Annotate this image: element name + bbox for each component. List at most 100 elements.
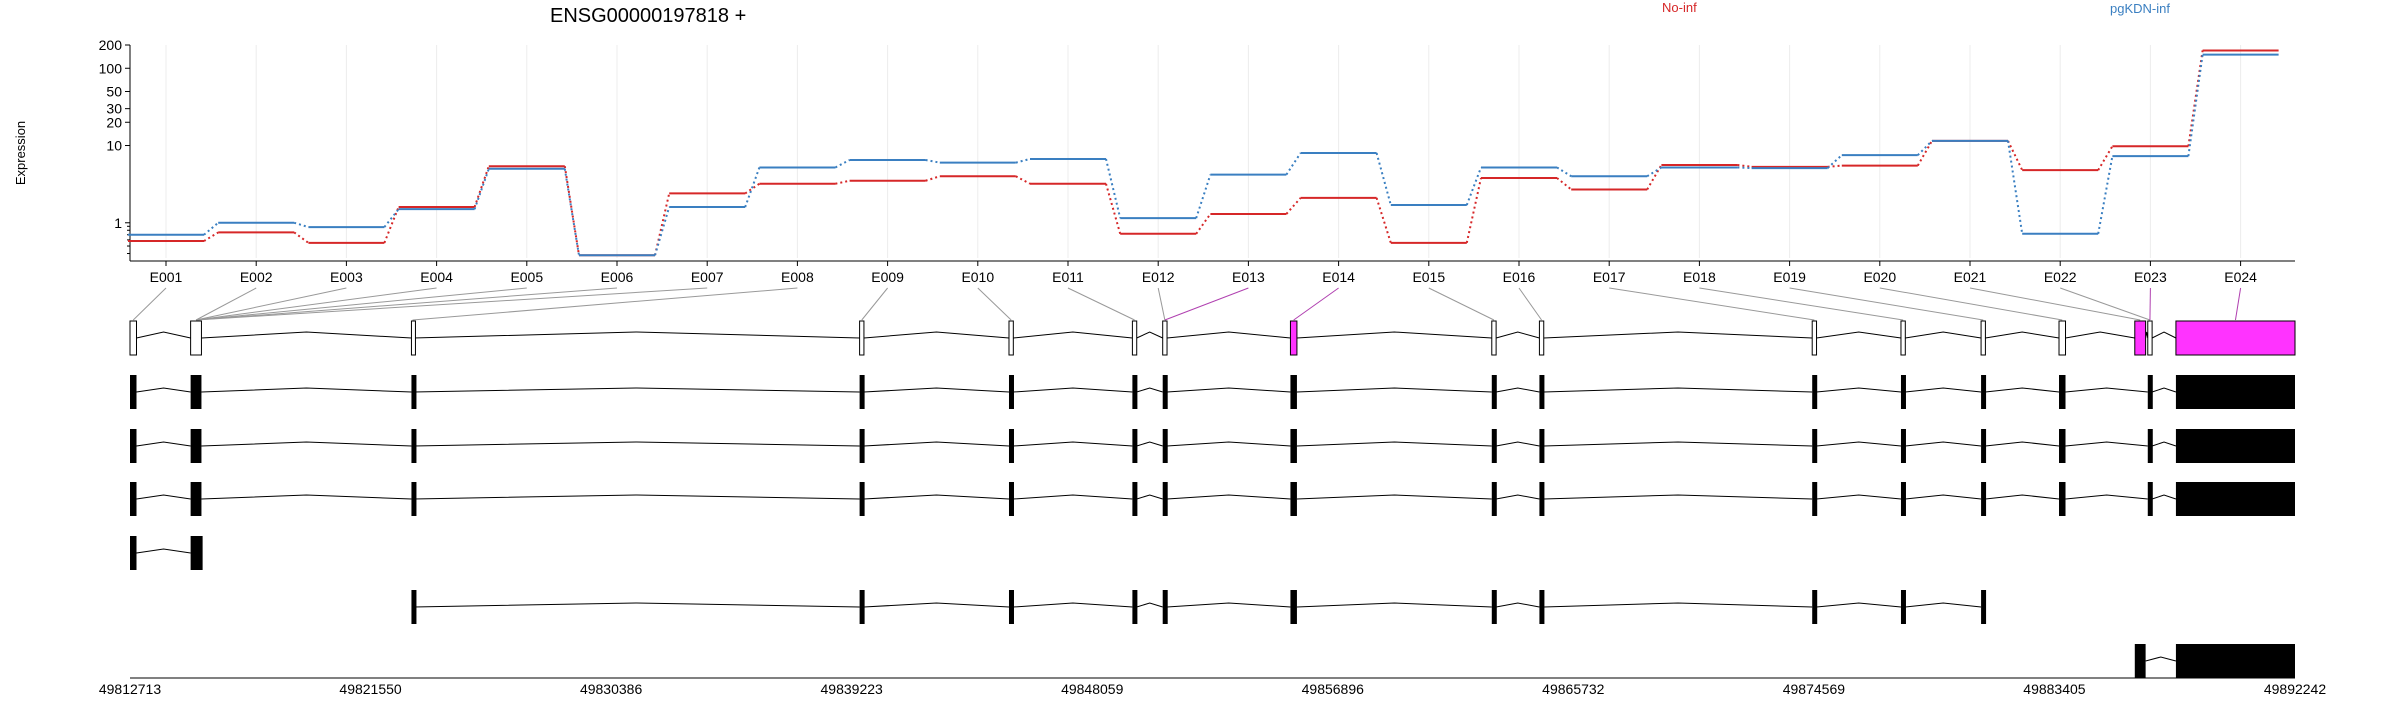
- x-tick-label-E004: E004: [420, 269, 453, 285]
- intron-line: [136, 442, 190, 446]
- transcript-3-exon: [1981, 482, 1986, 516]
- transcript-2-exon: [1901, 429, 1906, 463]
- intron-line: [1905, 442, 1981, 446]
- x-tick-label-E014: E014: [1322, 269, 1355, 285]
- x-tick-label-E005: E005: [510, 269, 543, 285]
- intron-line: [864, 442, 1009, 446]
- exon-box-15: [2135, 321, 2146, 355]
- transcript-1-exon: [411, 375, 416, 409]
- x-tick-label-E018: E018: [1683, 269, 1716, 285]
- x-tick-label-E015: E015: [1412, 269, 1445, 285]
- series-layer: [128, 50, 2279, 255]
- x-tick-label-E001: E001: [150, 269, 183, 285]
- x-tick-label-E011: E011: [1052, 269, 1084, 285]
- transcript-5-exon: [411, 590, 416, 624]
- transcript-3-exon: [191, 482, 202, 516]
- exon-box-14: [2059, 321, 2065, 355]
- intron-line: [864, 332, 1009, 338]
- connector-E012: [1158, 288, 1165, 320]
- exon-box-6: [1132, 321, 1136, 355]
- intron-line: [2152, 495, 2176, 499]
- transcript-2-exon: [1009, 429, 1014, 463]
- intron-line: [2146, 657, 2176, 661]
- intron-line: [2066, 388, 2148, 392]
- intron-line: [1905, 332, 1981, 338]
- intron-line: [1905, 495, 1981, 499]
- intron-line: [1013, 388, 1132, 392]
- series-1-connector-E003: [384, 209, 398, 227]
- intron-line: [1167, 603, 1290, 607]
- intron-line: [1167, 495, 1290, 499]
- series-1-connector-E023: [2188, 55, 2202, 156]
- transcript-1-exon: [1132, 375, 1137, 409]
- series-0-connector-E013: [1286, 198, 1300, 214]
- exon-box-16: [2148, 321, 2152, 355]
- transcript-5-exon: [1492, 590, 1497, 624]
- intron-line: [201, 495, 411, 499]
- connector-E001: [133, 288, 166, 320]
- connector-layer: [133, 288, 2240, 320]
- intron-line: [2152, 388, 2176, 392]
- series-1-connector-E004: [475, 169, 489, 209]
- legend-pgkdn-inf: pgKDN-inf: [2110, 1, 2170, 16]
- intron-line: [1817, 442, 1901, 446]
- y-tick-label-100: 100: [99, 60, 123, 76]
- intron-line: [1167, 388, 1290, 392]
- x-tick-label-E006: E006: [601, 269, 634, 285]
- series-1-connector-E014: [1377, 153, 1391, 205]
- transcript-1-exon: [1290, 375, 1296, 409]
- series-1-connector-E009: [926, 160, 940, 163]
- connector-E016: [1519, 288, 1542, 320]
- series-0-connector-E014: [1377, 198, 1391, 243]
- intron-line: [1496, 603, 1539, 607]
- transcript-3-exon: [1009, 482, 1014, 516]
- transcript-5-exon: [1539, 590, 1544, 624]
- transcript-4-exon: [130, 536, 136, 570]
- exon-box-3: [411, 321, 415, 355]
- exon-box-17: [2176, 321, 2295, 355]
- exon-box-1: [130, 321, 136, 355]
- series-0-connector-E020: [1918, 141, 1932, 166]
- transcript-1-exon: [2176, 375, 2295, 409]
- connector-E018: [1699, 288, 1903, 320]
- intron-line: [1137, 332, 1163, 338]
- y-tick-label-30: 30: [106, 101, 122, 117]
- transcript-3-exon: [1812, 482, 1817, 516]
- intron-line: [1496, 332, 1539, 338]
- transcript-2-exon: [2059, 429, 2065, 463]
- intron-line: [136, 332, 190, 338]
- transcript-3-exon: [411, 482, 416, 516]
- transcript-1-exon: [1492, 375, 1497, 409]
- series-1-connector-E019: [1828, 155, 1842, 168]
- x-tick-label-E022: E022: [2044, 269, 2077, 285]
- series-0-connector-E017: [1647, 165, 1661, 189]
- series-0-connector-E019: [1828, 166, 1842, 167]
- intron-line: [1496, 388, 1539, 392]
- y-tick-label-1: 1: [114, 215, 122, 231]
- intron-line: [136, 495, 190, 499]
- genome-tick-label-49874569: 49874569: [1783, 681, 1846, 697]
- x-tick-label-E008: E008: [781, 269, 814, 285]
- intron-line: [1905, 603, 1981, 607]
- transcript-2-exon: [1539, 429, 1544, 463]
- transcript-1-exon: [1539, 375, 1544, 409]
- genome-tick-label-49892242: 49892242: [2264, 681, 2327, 697]
- intron-line: [1496, 442, 1539, 446]
- exon-box-10: [1539, 321, 1543, 355]
- intron-line: [1985, 388, 2059, 392]
- series-0-connector-E023: [2188, 50, 2202, 146]
- intron-line: [1544, 388, 1812, 392]
- transcript-3-exon: [130, 482, 136, 516]
- exon-box-9: [1492, 321, 1496, 355]
- series-0-connector-E003: [384, 207, 398, 243]
- transcript-2-exon: [191, 429, 202, 463]
- series-1-connector-E001: [204, 223, 218, 235]
- transcript-6-exon: [2176, 644, 2295, 678]
- y-tick-label-50: 50: [106, 84, 122, 100]
- transcript-2-exon: [411, 429, 416, 463]
- intron-line: [1544, 442, 1812, 446]
